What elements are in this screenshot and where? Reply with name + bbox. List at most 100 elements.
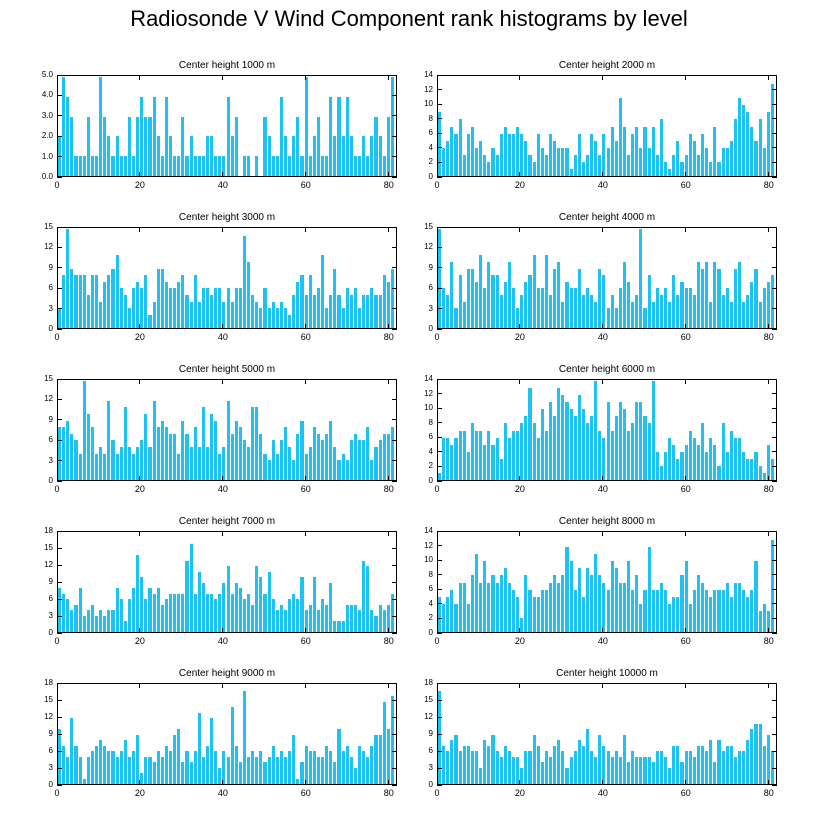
y-tick-label: 12 [44,560,53,569]
histogram-bar [255,566,259,632]
x-tick-mark [685,628,687,633]
histogram-bar [528,751,532,784]
y-tick-mark [772,733,777,735]
histogram-bar [238,588,242,632]
histogram-bar [390,268,394,328]
histogram-bar [516,126,520,176]
histogram-bar [292,593,296,632]
histogram-bar [296,599,300,632]
y-tick-label: 9 [48,729,53,738]
y-tick-mark [772,246,777,248]
y-tick-mark [437,267,442,269]
histogram-bar [672,444,676,480]
x-tick-label: 60 [680,180,691,190]
histogram-bar [333,447,337,480]
y-tick-label: 0.0 [41,172,53,181]
histogram-bar [201,407,205,480]
histogram-bar [762,147,766,176]
y-tick-label: 9 [428,729,433,738]
histogram-bar [631,133,635,176]
histogram-bar [561,147,565,176]
histogram-bar [585,288,590,328]
x-tick-label: 80 [763,788,774,798]
y-tick-mark [772,617,777,619]
histogram-bar [312,427,316,480]
histogram-bar [450,262,454,328]
histogram-bar [544,154,548,176]
histogram-bar [378,440,382,480]
y-tick-mark [772,784,777,786]
x-tick-mark [305,628,307,633]
histogram-bar [622,582,627,632]
histogram-bar [185,295,189,328]
y-tick-mark [392,226,397,228]
y-tick-label: 18 [44,526,53,535]
histogram-bar [370,136,374,176]
x-tick-mark [388,75,390,80]
histogram-bar [123,621,127,632]
histogram-bar [349,604,353,632]
histogram-bar [90,427,94,480]
histogram-bar [474,554,479,632]
histogram-bar [74,745,78,784]
histogram-bar [557,582,561,632]
histogram-bar [99,77,103,176]
histogram-bar [474,281,479,328]
histogram-bar [222,301,226,328]
x-tick-mark [56,75,58,80]
histogram-bar [598,734,602,784]
histogram-bar [131,453,136,480]
histogram-bar [705,262,709,328]
x-tick-label: 60 [680,332,691,342]
x-tick-label: 0 [54,788,60,798]
histogram-bar [532,161,536,176]
histogram-bar [454,308,458,328]
y-tick-mark [772,328,777,330]
histogram-bar [160,604,164,632]
histogram-bar [659,751,664,784]
histogram-bar [247,447,251,480]
histogram-bar [160,756,164,784]
x-tick-mark [305,379,307,384]
histogram-bar [189,136,193,176]
y-tick-mark [392,94,397,96]
y-tick-mark [772,132,777,134]
y-tick-mark [437,451,442,453]
histogram-bar [713,762,717,784]
y-tick-label: 10 [424,99,433,109]
histogram-bar [536,288,540,328]
histogram-bar [458,582,462,632]
y-tick-mark [57,460,62,462]
histogram-bar [705,451,709,480]
histogram-bar [160,420,164,480]
histogram-bar [729,301,733,328]
histogram-bar [82,156,86,176]
y-tick-mark [57,267,62,269]
histogram-bar [308,275,312,328]
x-tick-label: 0 [434,484,440,494]
histogram-bar [585,568,590,632]
histogram-bar [74,275,78,328]
y-tick-mark [437,422,442,424]
histogram-bar [185,560,189,632]
x-tick-mark [139,531,141,536]
histogram-bar [668,603,672,632]
x-tick-mark [436,227,438,232]
histogram-bar [366,295,370,328]
x-tick-label: 0 [434,788,440,798]
histogram-bar [676,140,680,176]
histogram-bar [267,460,271,480]
x-tick-mark [222,683,224,688]
histogram-bar [300,156,304,176]
histogram-bar [557,388,561,480]
y-tick-label: 0 [428,628,433,637]
histogram-bar [218,288,222,328]
histogram-bar [358,440,362,480]
histogram-bar [86,414,90,480]
x-tick-mark [436,531,438,536]
histogram-bar [639,229,643,328]
histogram-bar [82,778,86,784]
histogram-bar [62,745,66,784]
histogram-bar [438,596,442,632]
histogram-bar [738,437,742,480]
